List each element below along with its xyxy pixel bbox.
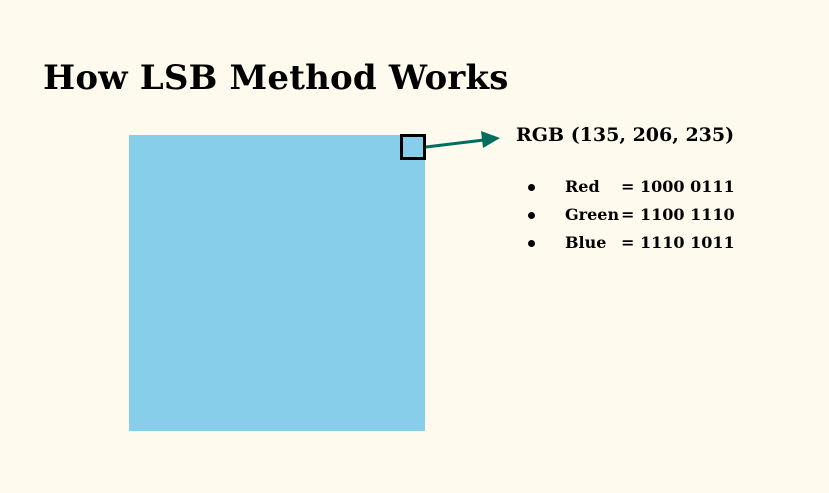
channel-binary: = 1100 1110 [621,205,735,224]
bullet-icon [528,184,535,191]
channel-binary: = 1000 0111 [621,177,735,196]
bullet-icon [528,212,535,219]
pixel-highlight-box [400,134,426,160]
channel-name: Red [565,177,600,196]
diagram-title: How LSB Method Works [43,58,509,98]
image-pixel-square [129,135,425,431]
channel-name: Blue [565,233,607,252]
channel-binary: = 1110 1011 [621,233,735,252]
channel-name: Green [565,205,620,224]
rgb-value-label: RGB (135, 206, 235) [516,124,735,146]
bullet-icon [528,240,535,247]
